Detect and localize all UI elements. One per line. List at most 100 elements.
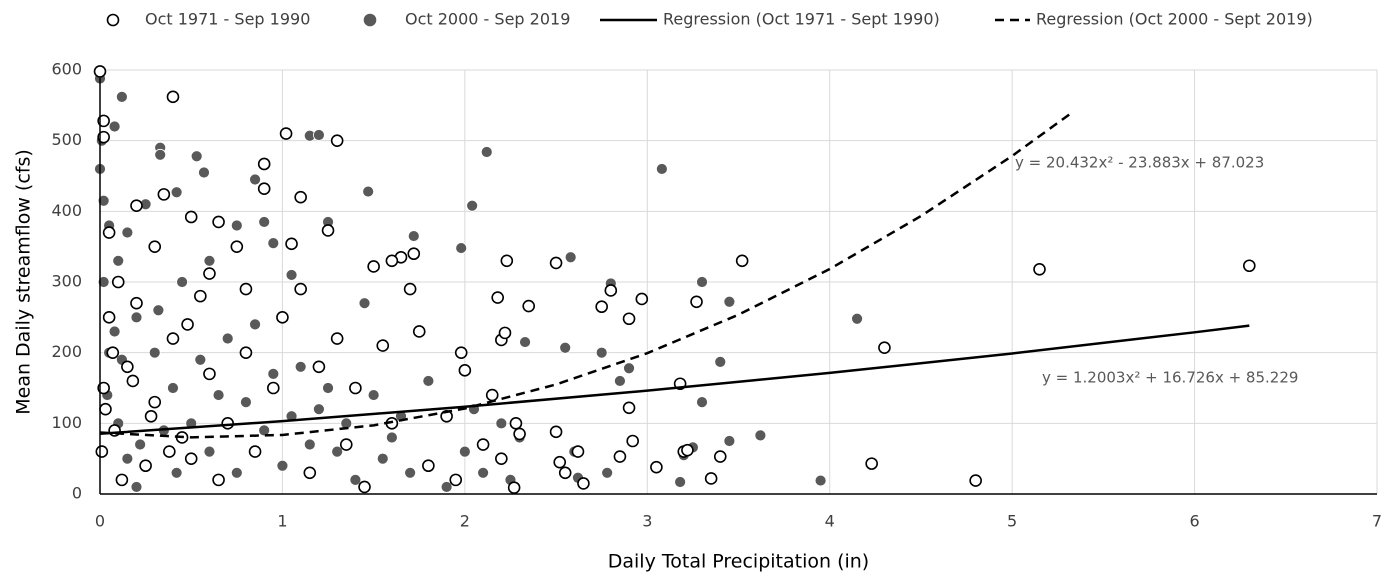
data-point [212,215,225,229]
legend-label: Oct 1971 - Sep 1990 [145,10,310,29]
data-point [249,318,261,331]
data-point [571,445,585,458]
data-point [376,452,389,465]
equation-label: y = 20.432x² - 23.883x + 87.023 [1015,154,1264,172]
data-point [139,459,152,473]
data-point [184,452,198,465]
data-point [106,346,120,359]
data-point [690,295,703,309]
x-tick-label: 3 [642,512,652,531]
data-point [491,291,504,304]
data-point [604,284,618,297]
data-point [635,292,649,306]
data-point [313,403,325,416]
data-point [498,326,512,340]
data-point [285,269,298,281]
data-point [194,353,207,366]
data-point [595,346,608,359]
data-point [93,65,107,78]
data-point [99,402,112,416]
data-point [322,382,334,394]
data-point [303,438,316,451]
data-point [407,247,421,261]
data-point [513,427,526,441]
data-point [258,216,271,228]
data-point [154,148,167,161]
data-point [674,476,687,488]
data-point [152,304,165,317]
data-point [170,186,183,199]
data-point [330,134,344,147]
data-point [466,199,479,212]
data-point [814,474,827,487]
data-point [613,450,627,463]
data-point [339,438,353,451]
data-point [477,466,490,479]
data-point [108,120,121,133]
data-point [184,210,198,224]
data-point [559,341,572,354]
data-point [203,445,216,458]
data-point [303,466,317,480]
data-point [294,360,307,373]
data-point [97,130,110,144]
data-point [102,226,116,239]
data-point [221,417,234,430]
data-point [358,297,371,310]
data-point [230,219,243,232]
y-axis-title: Mean Daily streamflow (cfs) [13,149,35,415]
data-point [148,240,162,253]
data-point [407,230,420,242]
data-point [622,312,636,326]
data-point [404,466,417,479]
data-point [626,434,639,448]
x-tick-label: 4 [825,512,835,531]
data-point [495,417,508,430]
data-point [167,382,179,394]
data-point [500,254,514,268]
data-point [577,477,590,490]
legend-label: Oct 2000 - Sep 2019 [405,10,570,29]
data-point [258,424,271,437]
data-point [203,267,216,280]
data-point [553,455,567,469]
data-point [166,90,180,104]
data-point [240,396,252,409]
data-point [112,254,125,267]
data-point [403,282,417,296]
data-point [549,425,563,439]
data-point [249,173,261,186]
y-tick-label: 200 [51,342,82,361]
data-point [130,296,143,310]
data-point [476,438,490,451]
data-point [1033,262,1046,276]
legend-label: Regression (Oct 2000 - Sept 2019) [1036,10,1313,29]
data-point [449,473,463,487]
data-point [312,360,326,374]
data-point [754,429,767,442]
data-point [704,472,718,485]
data-point [157,188,171,201]
data-point [212,389,225,401]
regression-line [99,324,1250,436]
x-tick-label: 1 [277,512,287,531]
data-point [294,282,307,296]
data-point [595,300,608,314]
data-point [558,466,572,480]
data-point [267,237,280,250]
data-point [422,375,435,387]
y-tick-label: 100 [51,413,82,432]
legend-symbol [106,13,120,27]
data-point [655,163,668,175]
data-point [166,332,180,345]
data-point [623,362,635,375]
x-tick-label: 0 [95,512,105,531]
data-point [564,251,577,264]
data-point [358,480,371,494]
data-point [362,185,375,198]
data-point [723,295,736,308]
data-point [97,276,110,288]
data-point [422,459,435,473]
x-axis-title: Daily Total Precipitation (in) [608,551,869,573]
